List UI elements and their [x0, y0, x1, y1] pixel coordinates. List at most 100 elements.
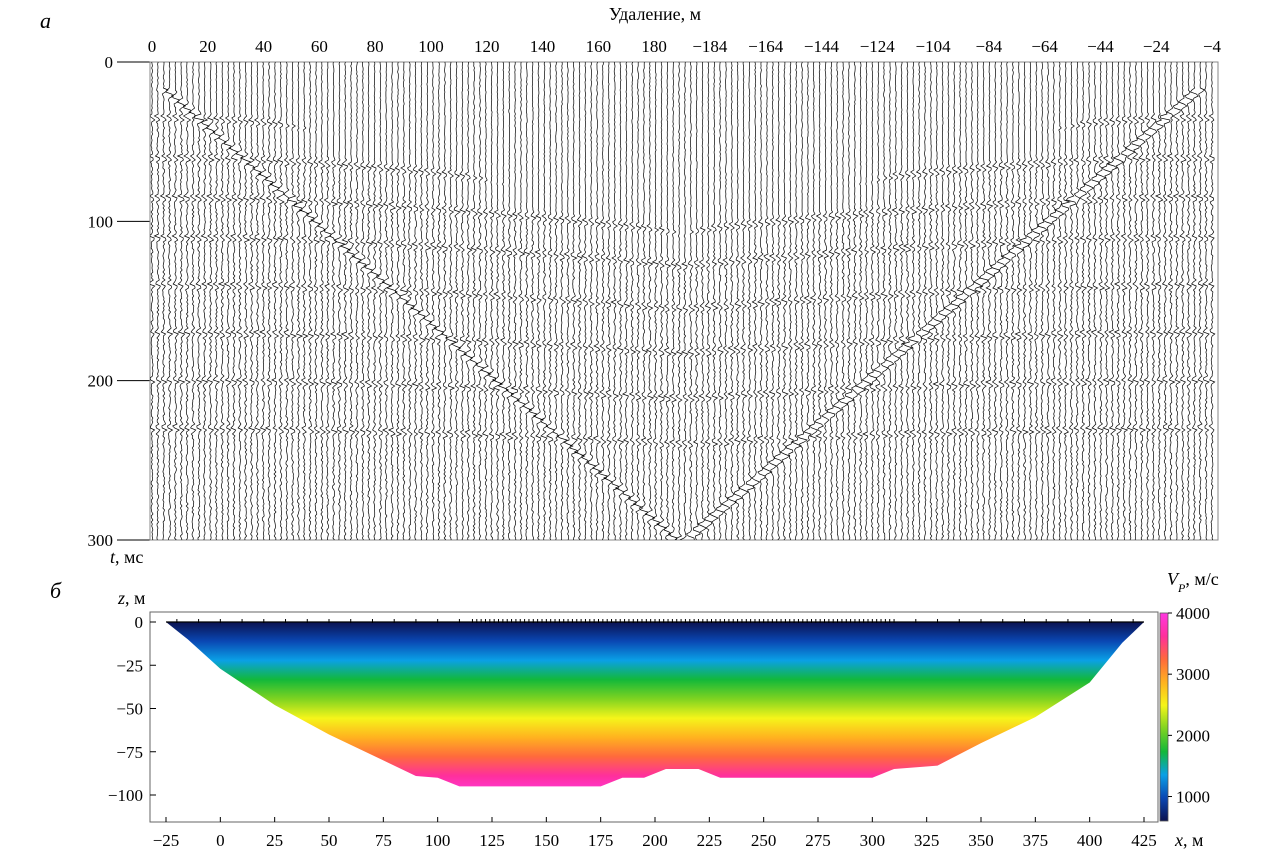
- seismic-trace: [1065, 62, 1077, 540]
- seismic-trace: [1073, 62, 1082, 540]
- seismogram-y-tick-label: 100: [88, 212, 114, 231]
- seismic-trace: [1131, 62, 1140, 540]
- seismic-trace: [814, 62, 825, 540]
- seismogram-x-tick-label: 20: [199, 37, 216, 56]
- seismic-trace: [205, 62, 216, 540]
- model-z-ticks: 0 −25 −50 −75 −100: [108, 613, 156, 805]
- seismogram-x-tick-label: −84: [976, 37, 1003, 56]
- seismogram-x-tick-label: −124: [860, 37, 896, 56]
- seismic-trace: [339, 62, 352, 540]
- seismic-trace: [872, 62, 883, 540]
- seismic-trace: [614, 62, 625, 540]
- seismic-trace: [351, 62, 363, 540]
- seismic-trace: [479, 62, 492, 540]
- seismic-trace: [803, 62, 812, 540]
- seismic-trace: [356, 62, 367, 540]
- seismic-trace: [1106, 62, 1118, 540]
- seismic-trace: [470, 62, 479, 540]
- seismic-trace: [265, 62, 274, 540]
- seismic-trace: [363, 62, 374, 540]
- seismogram-x-tick-label: −4: [1203, 37, 1222, 56]
- seismic-trace: [1079, 62, 1088, 540]
- model-x-tick-label: 350: [968, 831, 994, 850]
- seismic-trace: [926, 62, 936, 540]
- seismic-trace: [528, 62, 538, 540]
- seismic-trace: [621, 62, 632, 540]
- colorbar-tick-label: 3000: [1176, 665, 1210, 684]
- seismic-trace: [422, 62, 433, 540]
- seismic-trace: [1030, 62, 1041, 540]
- seismic-trace: [855, 62, 867, 540]
- seismic-trace: [692, 62, 701, 540]
- seismic-trace: [217, 62, 227, 540]
- seismic-trace: [885, 62, 895, 540]
- seismic-trace: [679, 62, 689, 540]
- seismogram-x-tick-label: 160: [586, 37, 612, 56]
- seismic-trace: [532, 62, 545, 540]
- seismogram-top-axis-title: Удаление, м: [609, 4, 701, 24]
- seismic-trace: [880, 62, 889, 540]
- model-x-tick-label: 25: [266, 831, 283, 850]
- seismic-trace: [1095, 62, 1107, 540]
- seismogram-x-tick-label: 100: [418, 37, 444, 56]
- seismogram-x-tick-label: 60: [311, 37, 328, 56]
- seismic-trace: [1042, 62, 1054, 540]
- seismic-trace: [463, 62, 474, 540]
- seismic-trace: [1036, 62, 1048, 540]
- seismic-trace: [591, 62, 603, 540]
- seismic-trace: [949, 62, 959, 540]
- seismic-trace: [346, 62, 356, 540]
- seismogram-x-tick-label: −184: [692, 37, 728, 56]
- seismogram-x-tick-label: −44: [1087, 37, 1114, 56]
- seismic-trace: [409, 62, 421, 540]
- seismic-trace: [228, 62, 239, 540]
- seismic-trace: [1008, 62, 1017, 540]
- seismogram-x-tick-label: 140: [530, 37, 556, 56]
- seismic-trace: [370, 62, 380, 540]
- receiver-markers: [166, 619, 1144, 623]
- seismic-trace: [920, 62, 930, 540]
- seismogram-x-tick-label: 80: [367, 37, 384, 56]
- seismic-trace: [545, 62, 556, 540]
- seismic-trace: [632, 62, 644, 540]
- seismic-trace: [820, 62, 830, 540]
- seismogram-x-tick-label: 180: [641, 37, 667, 56]
- model-z-tick-label: 0: [135, 613, 144, 632]
- model-x-tick-label: 275: [805, 831, 831, 850]
- seismic-trace: [602, 62, 614, 540]
- seismic-trace: [644, 62, 656, 540]
- seismic-trace: [1090, 62, 1100, 540]
- seismic-trace: [1012, 62, 1025, 540]
- seismic-trace: [516, 62, 526, 540]
- seismogram-plot-area: [149, 61, 1219, 541]
- seismic-trace: [293, 62, 304, 540]
- model-x-tick-label: 425: [1131, 831, 1157, 850]
- seismic-trace: [540, 62, 549, 540]
- seismic-trace: [1124, 62, 1136, 540]
- colorbar-tick-label: 1000: [1176, 788, 1210, 807]
- seismic-trace: [685, 62, 696, 540]
- seismic-trace: [159, 62, 169, 540]
- seismogram-traces: [150, 62, 1216, 540]
- seismic-trace: [1202, 62, 1210, 540]
- seismic-trace: [165, 62, 175, 540]
- seismic-trace: [333, 62, 346, 540]
- panel-a-letter: а: [40, 8, 51, 33]
- seismic-trace: [790, 62, 803, 540]
- seismic-trace: [961, 62, 971, 540]
- model-z-tick-label: −75: [116, 743, 143, 762]
- seismic-trace: [907, 62, 920, 540]
- seismic-trace: [239, 62, 252, 540]
- colorbar: [1159, 612, 1169, 822]
- seismic-trace: [286, 62, 298, 540]
- seismogram-x-tick-label: −24: [1143, 37, 1170, 56]
- seismic-trace: [153, 62, 162, 540]
- seismic-trace: [733, 62, 743, 540]
- seismic-trace: [779, 62, 791, 540]
- seismic-trace: [762, 62, 773, 540]
- seismic-trace: [487, 62, 496, 540]
- seismic-trace: [627, 62, 638, 540]
- seismic-trace: [938, 62, 947, 540]
- seismogram-y-axis-title: t, мс: [110, 547, 143, 567]
- seismic-trace: [989, 62, 1000, 540]
